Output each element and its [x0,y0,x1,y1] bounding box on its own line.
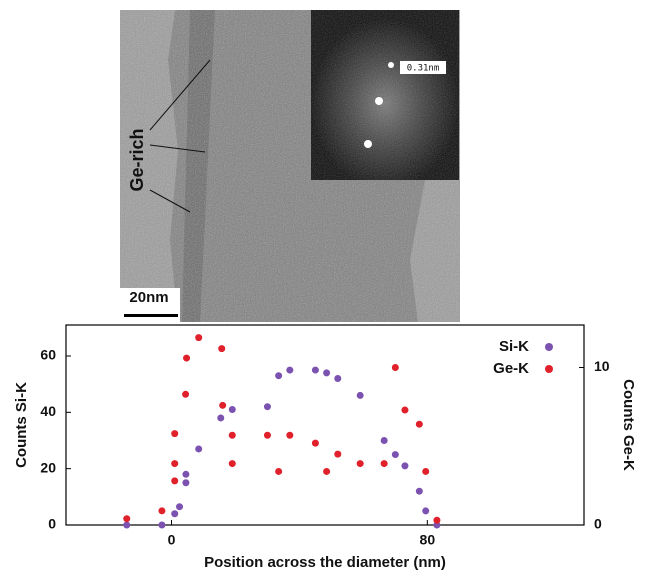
scale-bar-label: 20nm [129,289,168,306]
point [218,345,226,353]
y2-tick-label: 10 [594,358,610,374]
legend-label: Ge-K [493,360,529,377]
point [334,450,342,458]
y-tick-label: 20 [40,459,56,475]
point [219,401,227,409]
point [422,467,430,475]
point [123,515,131,523]
y-axis-label: Counts Si-K [13,382,30,468]
point [380,436,388,444]
point [158,507,166,515]
legend-label: Si-K [499,338,529,355]
point [323,369,331,377]
y2-tick-label: 0 [594,516,602,532]
x-tick-label: 0 [168,532,176,548]
point [275,467,283,475]
y-tick-label: 0 [48,516,56,532]
tem-image: 0.31nm Ge-rich 20nm [120,10,460,322]
y-tick-label: 40 [40,403,56,419]
point [391,364,399,372]
point [286,366,294,374]
point [171,477,179,485]
point [401,406,409,414]
point [195,445,203,453]
point [228,460,236,468]
point [263,403,271,411]
x-axis-label: Position across the diameter (nm) [204,554,446,571]
point [433,516,441,524]
y2-axis-label: Counts Ge-K [620,379,637,471]
legend-marker [545,343,553,351]
point [415,487,423,495]
point [182,479,190,487]
point [356,460,364,468]
point [391,451,399,459]
point [286,431,294,439]
point [183,354,191,362]
point [228,431,236,439]
point [195,334,203,342]
point [422,507,430,515]
point [415,420,423,428]
chart: Position across the diameter (nm) Counts… [13,324,637,571]
point [401,462,409,470]
point [123,521,131,529]
point [171,430,179,438]
point [217,414,225,422]
point [182,470,190,478]
point [182,390,190,398]
point [228,406,236,414]
x-tick-label: 80 [420,532,436,548]
point [263,431,271,439]
point [171,460,179,468]
point [275,372,283,380]
point [334,375,342,383]
point [311,366,319,374]
legend-marker [545,365,553,373]
point [176,503,184,511]
point [158,521,166,529]
inset-label: 0.31nm [407,64,440,74]
y-tick-label: 60 [40,347,56,363]
point [171,510,179,518]
side-label: Ge-rich [127,128,147,191]
plot-frame [65,324,585,526]
point [380,460,388,468]
point [311,439,319,447]
point [323,467,331,475]
point [356,391,364,399]
